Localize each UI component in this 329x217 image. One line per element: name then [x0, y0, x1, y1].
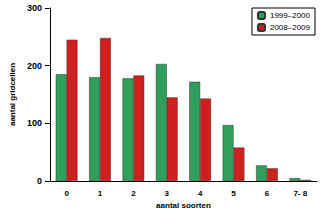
svg-text:3: 3: [165, 189, 170, 198]
svg-text:aantal soorten: aantal soorten: [156, 201, 211, 210]
svg-text:aantal gridcellen: aantal gridcellen: [8, 63, 17, 126]
svg-text:6: 6: [265, 189, 270, 198]
svg-text:200: 200: [27, 61, 42, 71]
svg-text:100: 100: [27, 118, 42, 128]
svg-text:5: 5: [231, 189, 236, 198]
svg-text:1: 1: [98, 189, 103, 198]
svg-text:7- 8: 7- 8: [293, 189, 307, 198]
svg-text:2: 2: [131, 189, 136, 198]
svg-text:2008–2009: 2008–2009: [270, 23, 311, 32]
svg-text:1999–2000: 1999–2000: [270, 11, 311, 20]
svg-text:0: 0: [37, 176, 42, 186]
svg-text:4: 4: [198, 189, 203, 198]
svg-text:300: 300: [27, 3, 42, 13]
svg-text:0: 0: [64, 189, 69, 198]
